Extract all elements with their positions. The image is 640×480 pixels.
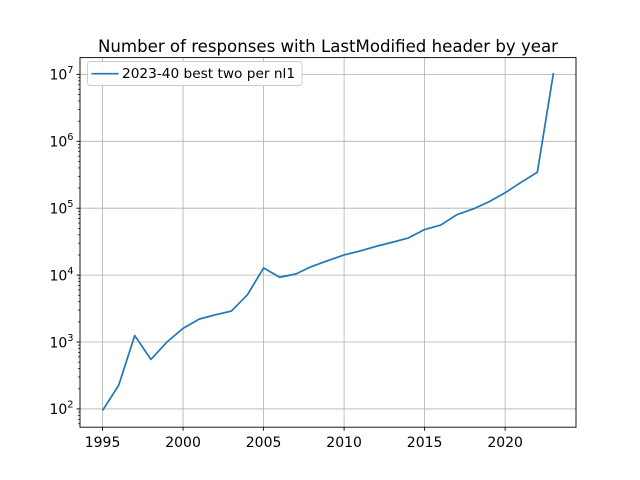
legend-box [87, 61, 303, 86]
chart-title: Number of responses with LastModified he… [98, 37, 558, 56]
tick-layer: 1995 2000 2005 2010 2015 20201021031041051061… [49, 65, 523, 451]
x-tick-label-2010: 2010 [326, 435, 362, 451]
legend-label: 2023-40 best two per nl1 [122, 66, 295, 82]
legend: 2023-40 best two per nl1 [87, 61, 303, 86]
x-tick-label-2000: 2000 [165, 435, 201, 451]
grid-layer [80, 57, 576, 428]
x-tick-label-2005: 2005 [246, 435, 282, 451]
x-tick-label-2020: 2020 [487, 435, 523, 451]
x-tick-label-1995: 1995 [85, 435, 121, 451]
series-line-0 [101, 72, 555, 411]
plot-border [79, 57, 577, 428]
x-tick-label-2015: 2015 [407, 435, 443, 451]
data-layer [101, 72, 555, 411]
